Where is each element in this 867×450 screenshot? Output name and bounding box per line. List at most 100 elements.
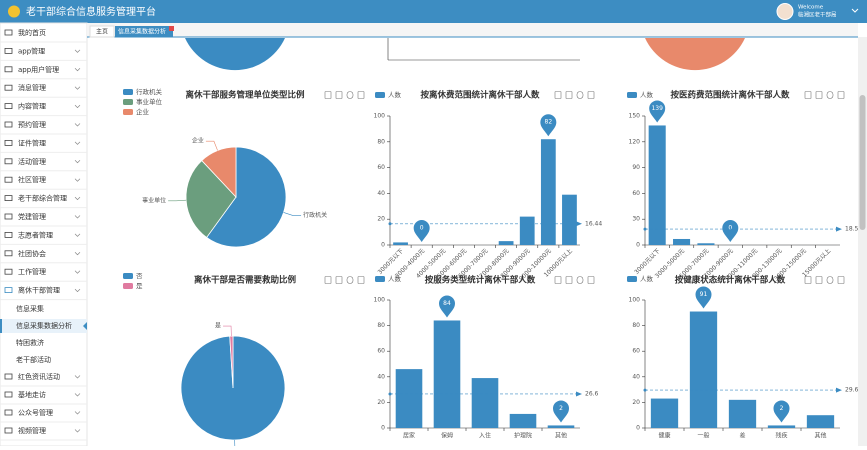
y-tick-label: 40: [632, 373, 640, 380]
submenu-item[interactable]: 信息采集数据分析: [16, 321, 72, 330]
y-tick-label: 0: [381, 242, 385, 249]
chart-title: 按离休费范围统计离休干部人数: [420, 90, 540, 101]
x-tick-label: 残疾: [775, 432, 787, 440]
x-tick-label: 入住: [479, 432, 491, 440]
tab-close[interactable]: [169, 26, 174, 31]
legend-swatch[interactable]: [627, 92, 637, 98]
menu-item[interactable]: 离休干部管理: [18, 286, 60, 295]
x-tick-label: 一般: [697, 432, 709, 440]
mark-label: 91: [700, 291, 708, 298]
bar[interactable]: [673, 239, 690, 245]
menu-item[interactable]: 基地走访: [18, 390, 46, 399]
legend-label[interactable]: 企业: [136, 107, 150, 116]
y-tick-label: 150: [629, 113, 641, 120]
bar[interactable]: [541, 139, 556, 245]
y-tick-label: 20: [377, 399, 385, 406]
avatar[interactable]: [777, 4, 793, 20]
mark-label: 139: [651, 105, 663, 112]
legend-swatch[interactable]: [123, 283, 133, 289]
scrollbar-thumb[interactable]: [860, 95, 866, 230]
legend-label[interactable]: 人数: [640, 90, 654, 99]
legend-label[interactable]: 人数: [388, 90, 402, 99]
bar[interactable]: [768, 425, 795, 428]
legend-swatch[interactable]: [123, 99, 133, 105]
bar[interactable]: [562, 195, 577, 245]
menu-item[interactable]: 内容管理: [18, 102, 46, 111]
legend-swatch[interactable]: [123, 89, 133, 95]
legend-swatch[interactable]: [123, 273, 133, 279]
tab-label[interactable]: 信息采集数据分析: [118, 28, 166, 36]
y-tick-label: 100: [629, 297, 641, 304]
menu-item[interactable]: 公众号管理: [18, 408, 53, 417]
legend-label[interactable]: 人数: [388, 274, 402, 283]
legend-label[interactable]: 行政机关: [136, 87, 163, 96]
submenu-item[interactable]: 老干部活动: [16, 355, 51, 364]
mark-label: 0: [728, 225, 732, 232]
bar[interactable]: [520, 217, 535, 245]
bar[interactable]: [651, 399, 678, 428]
legend-label[interactable]: 是: [136, 282, 143, 290]
bar[interactable]: [434, 320, 461, 428]
bar[interactable]: [807, 415, 834, 428]
logo: [8, 6, 20, 18]
y-tick-label: 80: [377, 322, 385, 329]
legend-label[interactable]: 人数: [640, 274, 654, 283]
menu-item[interactable]: 消息管理: [18, 83, 46, 92]
submenu-item[interactable]: 特困救济: [16, 338, 44, 347]
bar[interactable]: [697, 243, 714, 245]
legend-swatch[interactable]: [375, 276, 385, 282]
menu-item[interactable]: 证件管理: [18, 138, 46, 147]
bar[interactable]: [690, 312, 717, 428]
chart-title: 离休干部服务管理单位类型比例: [185, 90, 305, 101]
y-tick-label: 60: [632, 190, 640, 197]
y-tick-label: 60: [377, 348, 385, 355]
bar[interactable]: [472, 378, 499, 428]
slice-label: 企业: [192, 137, 204, 145]
y-tick-label: 0: [636, 425, 640, 432]
legend-swatch[interactable]: [627, 276, 637, 282]
menu-item[interactable]: 党建管理: [18, 212, 46, 221]
menu-item[interactable]: 社团协会: [18, 249, 46, 258]
legend-swatch[interactable]: [375, 92, 385, 98]
y-tick-label: 30: [632, 216, 640, 223]
bar[interactable]: [393, 242, 408, 245]
x-tick-label: 健康: [658, 432, 670, 440]
submenu-item[interactable]: 信息采集: [16, 304, 44, 313]
legend-label[interactable]: 否: [136, 272, 143, 280]
bar[interactable]: [510, 414, 537, 428]
y-tick-label: 100: [374, 113, 386, 120]
user-name[interactable]: 临湘区老干部局: [798, 11, 837, 19]
tab-bar: [87, 23, 858, 37]
bar[interactable]: [548, 425, 575, 428]
chart-title: 按医药费范围统计离休干部人数: [670, 90, 790, 101]
x-tick-label: 居家: [403, 432, 415, 440]
menu-item[interactable]: 工作管理: [18, 267, 46, 276]
mark-label: 2: [559, 405, 563, 412]
menu-item[interactable]: 志愿者管理: [18, 230, 53, 239]
slice-label: 是: [215, 323, 221, 330]
legend-label[interactable]: 事业单位: [136, 97, 163, 106]
menu-item[interactable]: 预约管理: [18, 120, 46, 129]
welcome: Welcome: [798, 5, 824, 11]
bar[interactable]: [649, 125, 666, 245]
bar[interactable]: [499, 241, 514, 245]
mark-label: 0: [420, 225, 424, 232]
bar[interactable]: [396, 369, 423, 428]
legend-swatch[interactable]: [123, 109, 133, 115]
chart-title: 离休干部是否需要救助比例: [194, 275, 297, 286]
menu-item[interactable]: 社区管理: [18, 175, 46, 184]
menu-item[interactable]: 视频管理: [18, 426, 46, 435]
menu-item[interactable]: 红色资讯活动: [18, 372, 60, 381]
bar[interactable]: [729, 400, 756, 428]
menu-item[interactable]: app管理: [18, 46, 45, 55]
tab-label[interactable]: 主页: [96, 28, 108, 36]
mark-label: 82: [545, 119, 553, 126]
average-label: 16.44: [585, 220, 602, 227]
y-tick-label: 120: [629, 138, 641, 145]
menu-item[interactable]: 我的首页: [18, 28, 46, 37]
menu-item[interactable]: 活动管理: [18, 157, 46, 166]
menu-item[interactable]: app用户管理: [18, 65, 59, 74]
y-tick-label: 20: [632, 399, 640, 406]
menu-item[interactable]: 老干部综合管理: [18, 194, 67, 203]
